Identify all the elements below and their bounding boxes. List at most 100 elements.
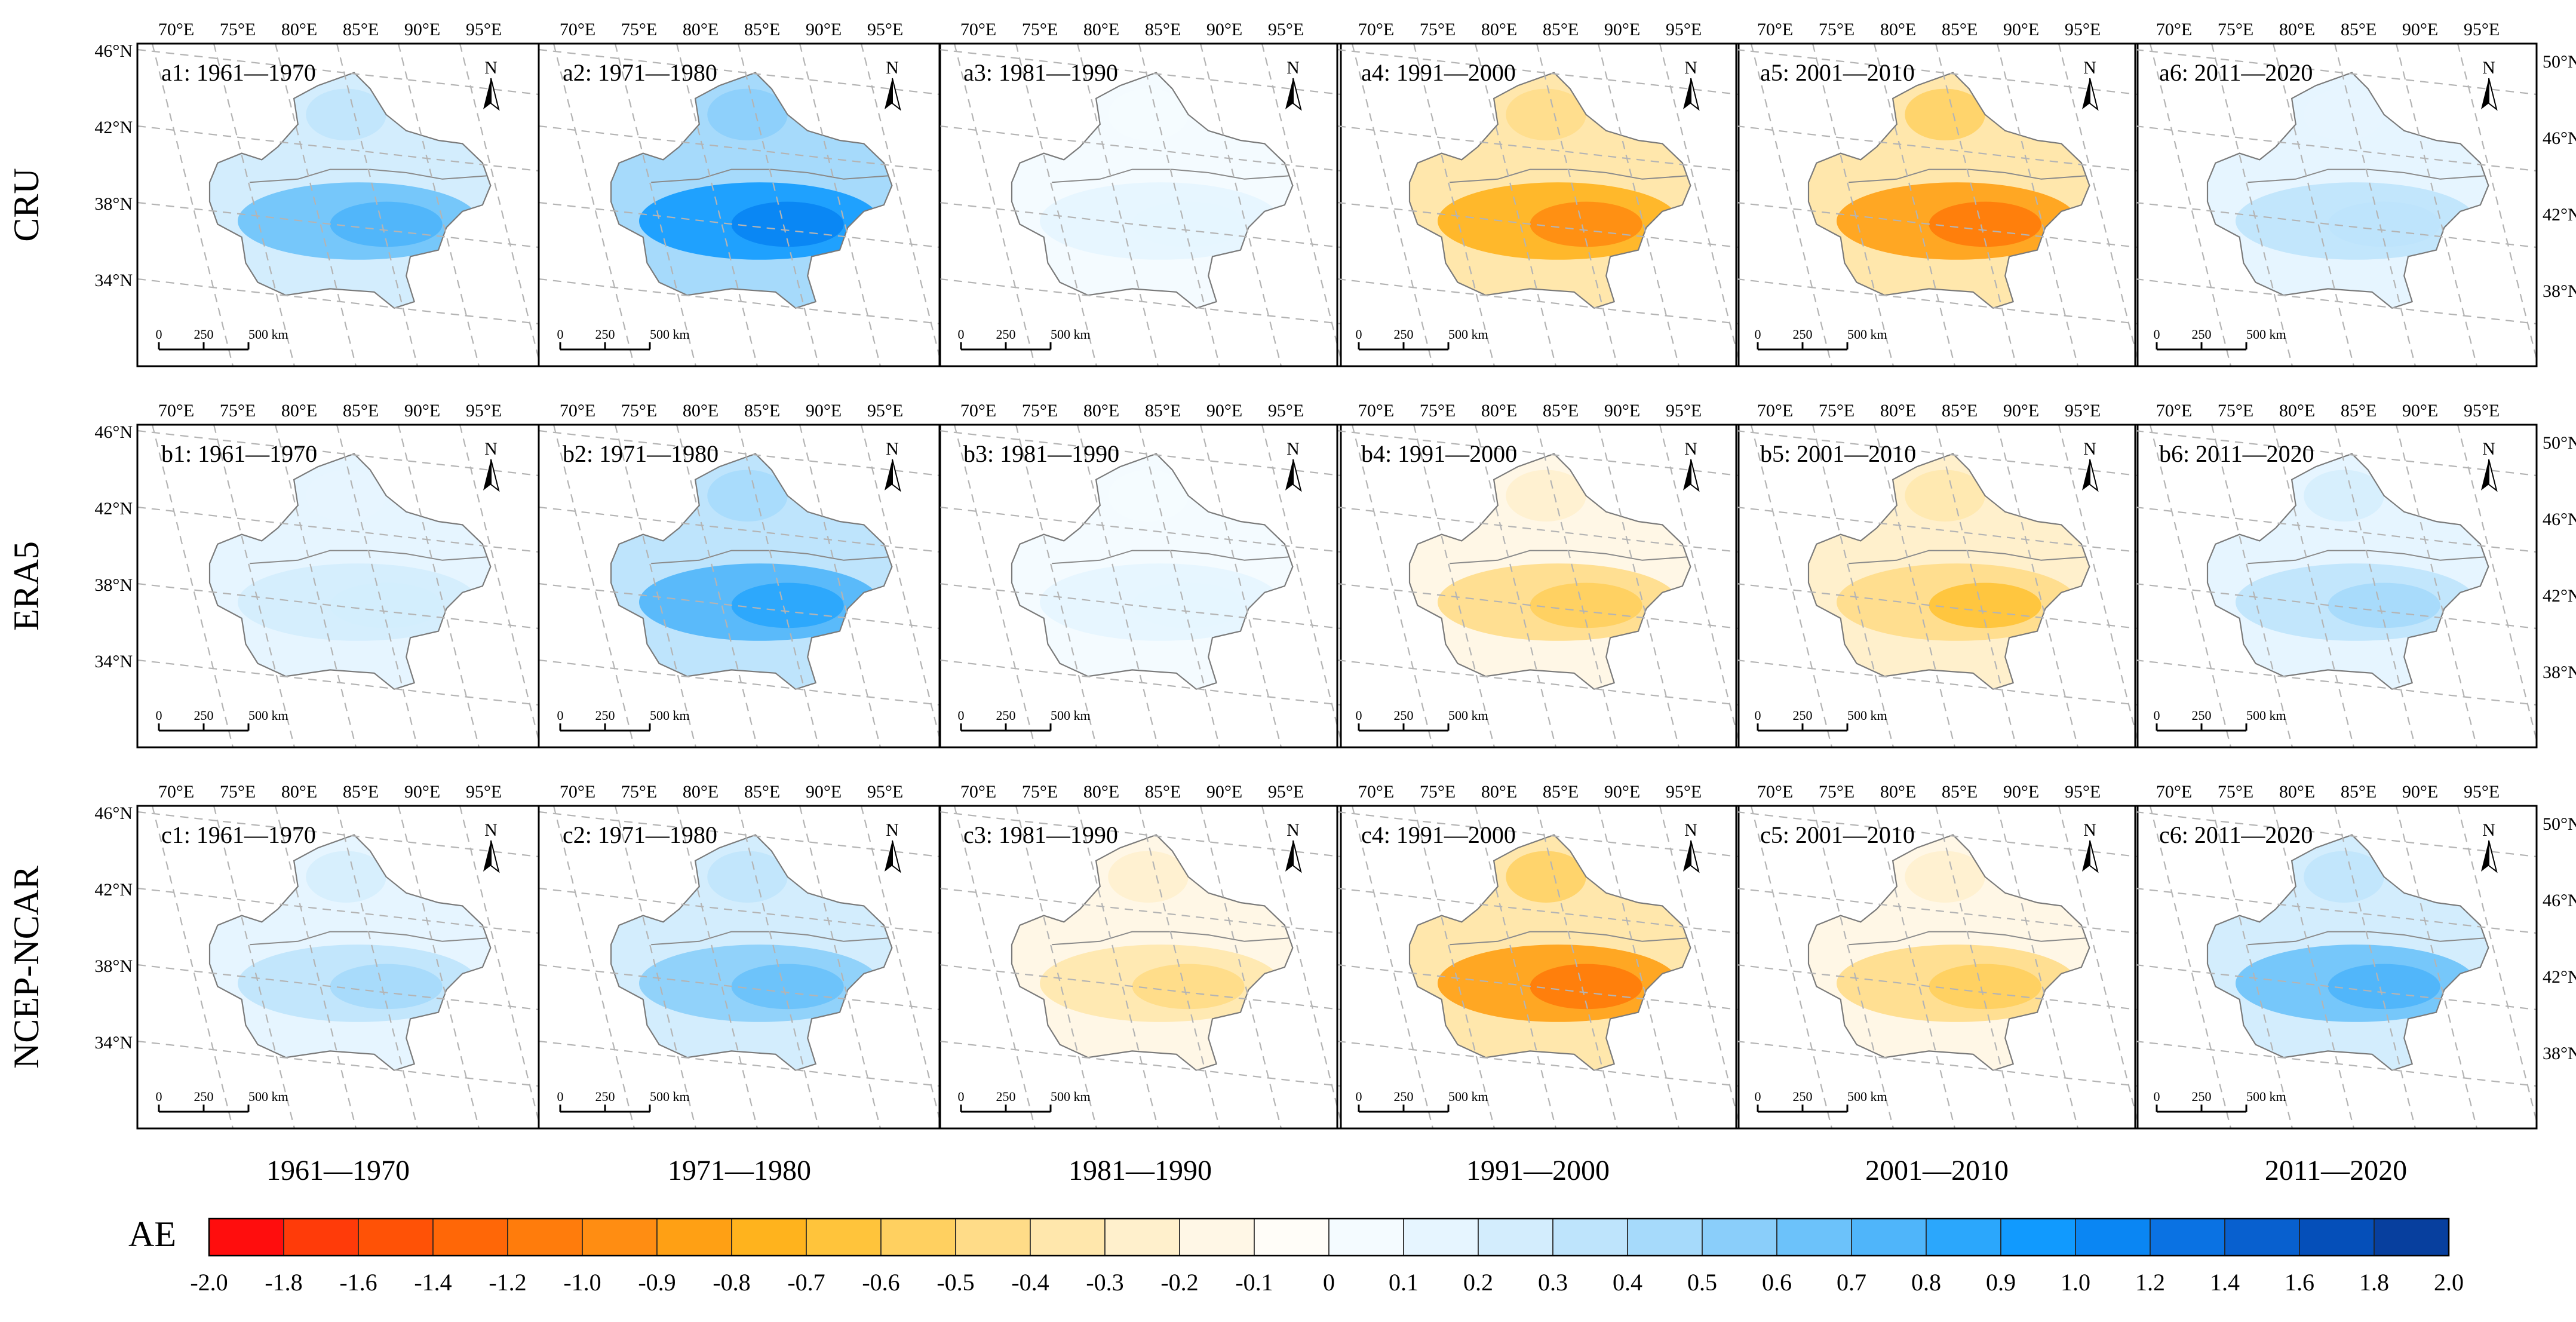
region-fill-group: [1012, 835, 1293, 1071]
region-fill-group: [1012, 72, 1293, 308]
parallel-line: [539, 201, 940, 249]
parallel-line: [539, 278, 940, 325]
meridian-line: [151, 806, 234, 1128]
panel-frame: [1336, 424, 1740, 749]
anomaly-field: [210, 835, 491, 1071]
scale-bar-label: 500 km: [1847, 327, 1887, 342]
lat-tick-label: 42°N: [2543, 586, 2576, 606]
graticule: [1337, 425, 1739, 747]
lon-tick-label: 80°E: [2279, 20, 2315, 39]
graticule: [1736, 806, 2138, 1128]
north-arrow-icon: [2481, 459, 2489, 490]
scale-bar-label: 500 km: [1448, 1089, 1488, 1104]
parallel-line: [137, 659, 539, 706]
lon-tick-label: 90°E: [1604, 20, 1640, 39]
meridian-line: [1996, 44, 2079, 366]
parallel-line: [2135, 582, 2537, 630]
row-labels: CRU ERA5 NCEP-NCAR: [7, 168, 46, 1069]
lon-tick-label: 95°E: [1666, 20, 1702, 39]
meridian-line: [676, 425, 759, 747]
lon-tick-label: 80°E: [683, 401, 719, 421]
parallel-line: [2135, 48, 2537, 96]
graticule: [2135, 806, 2537, 1128]
parallel-line: [1337, 582, 1739, 630]
parallel-line: [939, 1040, 1341, 1087]
lon-tick-label: 85°E: [1942, 20, 1978, 39]
lon-tick-label: 75°E: [621, 401, 657, 421]
north-arrow-icon: [1690, 840, 1700, 873]
meridian-line: [552, 425, 635, 747]
meridian-line: [860, 44, 940, 362]
scale-bar-label: 0: [1356, 327, 1362, 342]
colorbar-segment: [1702, 1218, 1777, 1256]
lon-tick-label: 85°E: [1543, 401, 1579, 421]
colorbar-segment: [1254, 1218, 1330, 1256]
meridian-line: [336, 806, 419, 1128]
north-arrow-label: N: [1287, 58, 1300, 78]
meridian-line: [2149, 425, 2232, 747]
panel-label: c3: 1981—1990: [963, 821, 1118, 848]
north-arrow-icon: [1683, 841, 1691, 872]
parallel-line: [1736, 201, 2138, 249]
panel-frame: [2134, 424, 2538, 749]
meridian-line: [1659, 806, 1739, 1124]
north-arrow-label: N: [1684, 439, 1697, 459]
column-label: 2011—2020: [2265, 1155, 2407, 1186]
tianshan-line: [250, 168, 487, 183]
north-arrow-icon: [490, 459, 500, 492]
north-arrow-label: N: [886, 820, 899, 840]
north-arrow-icon: [2089, 459, 2099, 492]
lon-tick-label: 90°E: [2003, 782, 2039, 802]
lon-tick-label: 90°E: [404, 782, 440, 802]
anomaly-north: [707, 88, 788, 140]
meridian-line: [2058, 806, 2138, 1124]
region-outline: [1011, 453, 1294, 691]
colorbar-tick-label: -0.5: [937, 1269, 974, 1296]
parallel-line: [1736, 811, 2138, 858]
meridian-line: [1750, 44, 1833, 366]
scale-bar-label: 250: [1793, 708, 1813, 723]
north-arrow-label: N: [1287, 439, 1300, 459]
colorbar-segment: [1627, 1218, 1703, 1256]
lon-tick-label: 95°E: [2464, 20, 2500, 39]
graticule: [1736, 44, 2138, 366]
north-arrow-icon: [885, 841, 892, 872]
meridian-line: [2210, 44, 2293, 366]
north-arrow-icon: [885, 459, 892, 490]
colorbar-segment: [582, 1218, 658, 1256]
lon-tick-label: 70°E: [960, 782, 996, 802]
lon-tick-label: 80°E: [2279, 401, 2315, 421]
colorbar-tick-label: 1.2: [2135, 1269, 2165, 1296]
lon-tick-label: 85°E: [744, 20, 780, 39]
colorbar-tick-label: -1.4: [414, 1269, 452, 1296]
parallel-line: [2135, 811, 2537, 858]
north-arrow-icon: [892, 78, 901, 111]
meridian-line: [1015, 425, 1098, 747]
meridian-line: [213, 44, 296, 366]
scale-bar-label: 500 km: [248, 708, 288, 723]
parallel-line: [137, 506, 539, 553]
scale-bar-label: 0: [1356, 708, 1362, 723]
lon-tick-label: 95°E: [867, 20, 903, 39]
lon-tick-label: 75°E: [1420, 20, 1456, 39]
meridian-line: [1812, 425, 1895, 747]
colorbar-tick-label: -1.8: [265, 1269, 302, 1296]
lon-tick-label: 75°E: [621, 782, 657, 802]
tianshan-line: [651, 168, 888, 183]
meridian-line: [1659, 425, 1739, 743]
north-arrow-icon: [1285, 78, 1293, 109]
region-fill-group: [611, 453, 892, 689]
meridian-line: [1935, 44, 2018, 366]
meridian-line: [213, 806, 296, 1128]
anomaly-field: [1012, 835, 1293, 1071]
parallel-line: [939, 506, 1341, 553]
meridian-line: [1474, 806, 1557, 1128]
meridian-line: [1474, 44, 1557, 366]
panel-label: b4: 1991—2000: [1361, 440, 1517, 467]
lon-tick-label: 90°E: [1206, 782, 1242, 802]
scale-bar-label: 0: [557, 327, 564, 342]
panel-label: a2: 1971—1980: [563, 59, 717, 86]
anomaly-peak: [1132, 201, 1245, 247]
meridian-line: [151, 425, 234, 747]
tianshan-line: [1052, 550, 1289, 565]
